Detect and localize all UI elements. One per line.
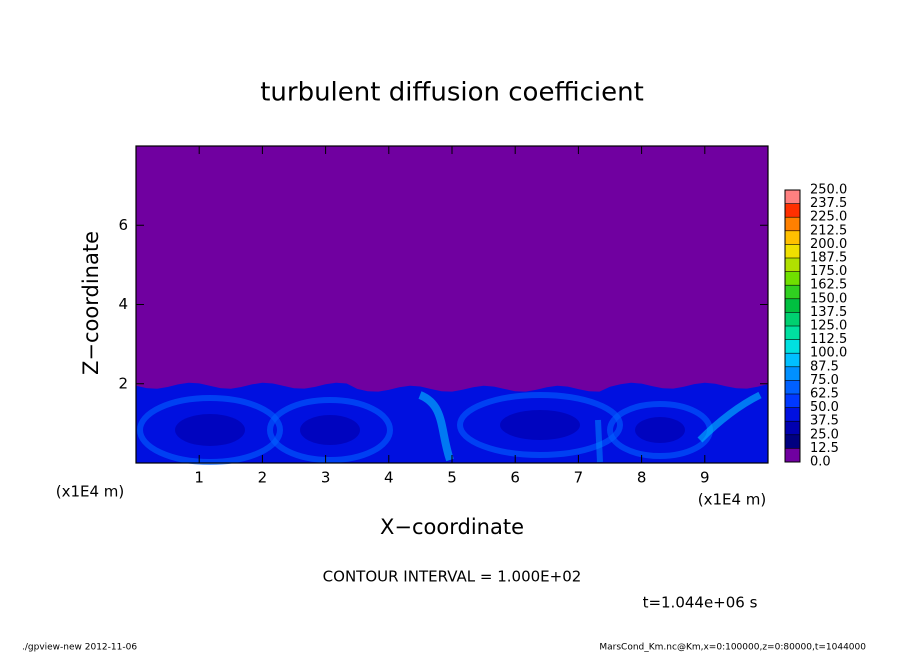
- colorbar-label: 250.0: [810, 183, 847, 198]
- colorbar-band: [785, 394, 800, 408]
- x-tick-label: 5: [447, 469, 457, 487]
- colorbar-band: [785, 421, 800, 435]
- x-tick-label: 7: [574, 469, 584, 487]
- colorbar-label: 225.0: [810, 210, 847, 225]
- colorbar-label: 87.5: [810, 359, 839, 374]
- x-tick-label: 8: [637, 469, 647, 487]
- colorbar-label: 0.0: [810, 455, 831, 470]
- plume: [595, 419, 603, 463]
- x-tick-label: 4: [384, 469, 394, 487]
- colorbar-band: [785, 285, 800, 299]
- colorbar-band: [785, 326, 800, 340]
- x-tick-label: 1: [194, 469, 204, 487]
- colorbar-label: 125.0: [810, 319, 847, 334]
- colorbar-label: 200.0: [810, 237, 847, 252]
- colorbar-band: [785, 339, 800, 354]
- colorbar-label: 25.0: [810, 427, 839, 442]
- colorbar-label: 175.0: [810, 264, 847, 279]
- contour-field: [136, 146, 768, 465]
- colorbar-band: [785, 407, 800, 422]
- eddy: [137, 395, 283, 465]
- x-tick-label: 6: [510, 469, 520, 487]
- colorbar-band: [785, 366, 800, 381]
- colorbar-band: [785, 434, 800, 449]
- colorbar-label: 100.0: [810, 346, 847, 361]
- colorbar-band: [785, 380, 800, 394]
- colorbar-band: [785, 312, 800, 326]
- contour-interval: CONTOUR INTERVAL = 1.000E+02: [323, 568, 582, 586]
- x-unit-label: (x1E4 m): [56, 483, 125, 501]
- eddy-core: [175, 414, 245, 446]
- colorbar-label: 162.5: [810, 278, 847, 293]
- x-tick-label: 9: [700, 469, 710, 487]
- colorbar-label: 112.5: [810, 332, 847, 347]
- colorbar-band: [785, 230, 800, 245]
- time-label: t=1.044e+06 s: [643, 594, 758, 612]
- colorbar-band: [785, 258, 800, 272]
- colorbar-band: [785, 244, 800, 258]
- colorbar-label: 187.5: [810, 251, 847, 266]
- colorbar-label: 75.0: [810, 373, 839, 388]
- colorbar-band: [785, 190, 800, 204]
- chart-title: turbulent diffusion coefficient: [260, 78, 644, 108]
- colorbar-band: [785, 298, 800, 313]
- footer-left: ./gpview-new 2012-11-06: [22, 643, 137, 653]
- eddy: [267, 397, 393, 463]
- plume: [697, 391, 762, 443]
- colorbar-band: [785, 217, 800, 231]
- colorbar-band: [785, 353, 800, 367]
- eddy-core: [500, 410, 580, 440]
- y-axis-label: Z−coordinate: [79, 231, 103, 375]
- colorbar-band: [785, 203, 800, 218]
- y-tick-label: 6: [118, 216, 128, 234]
- plume: [418, 391, 454, 462]
- eddy: [457, 392, 623, 458]
- y-tick-label: 4: [118, 295, 128, 313]
- y-tick-label: 2: [118, 374, 128, 392]
- colorbar-label: 212.5: [810, 223, 847, 238]
- colorbar-band: [785, 448, 800, 462]
- footer-right: MarsCond_Km.nc@Km,x=0:100000,z=0:80000,t…: [599, 643, 866, 653]
- colorbar-label: 50.0: [810, 400, 839, 415]
- x-tick-label: 2: [258, 469, 268, 487]
- x-tick-label: 3: [321, 469, 331, 487]
- colorbar-label: 62.5: [810, 387, 839, 402]
- colorbar-label: 137.5: [810, 305, 847, 320]
- eddy-core: [635, 417, 685, 443]
- eddy-core: [300, 415, 360, 445]
- colorbar-band: [785, 271, 800, 286]
- x-unit-label: (x1E4 m): [698, 491, 767, 509]
- colorbar-label: 237.5: [810, 196, 847, 211]
- x-axis-label: X−coordinate: [380, 515, 524, 539]
- colorbar-label: 12.5: [810, 441, 839, 456]
- colorbar-label: 150.0: [810, 291, 847, 306]
- colorbar-label: 37.5: [810, 414, 839, 429]
